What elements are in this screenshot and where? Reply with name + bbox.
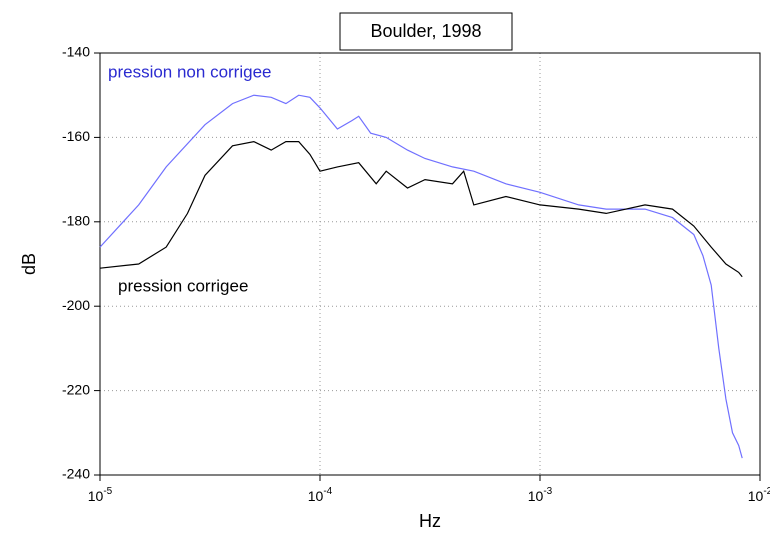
x-tick-exponent: -3	[543, 486, 552, 497]
title-box	[339, 12, 513, 51]
x-tick-base: 10	[308, 488, 324, 504]
x-tick-label: 10-2	[748, 486, 770, 504]
y-axis-label: dB	[19, 253, 39, 275]
annotation: pression corrigee	[118, 276, 248, 295]
y-tick-label: -180	[62, 213, 90, 229]
y-tick-label: -200	[62, 297, 90, 313]
x-tick-label: 10-5	[88, 486, 113, 504]
x-tick-exponent: -2	[763, 486, 770, 497]
x-tick-exponent: -4	[323, 486, 332, 497]
x-tick-label: 10-3	[528, 486, 553, 504]
y-tick-label: -140	[62, 44, 90, 60]
series-line	[99, 140, 743, 278]
x-tick-exponent: -5	[103, 486, 112, 497]
series-line	[99, 94, 743, 459]
x-tick-base: 10	[528, 488, 544, 504]
y-tick-label: -160	[62, 128, 90, 144]
annotation: pression non corrigee	[108, 62, 271, 81]
chart-title: Boulder, 1998	[370, 21, 481, 41]
y-tick-label: -240	[62, 466, 90, 482]
x-tick-base: 10	[748, 488, 764, 504]
plot-frame	[99, 52, 761, 476]
x-axis-label: Hz	[419, 511, 441, 531]
x-tick-label: 10-4	[308, 486, 333, 504]
x-tick-base: 10	[88, 488, 104, 504]
y-tick-label: -220	[62, 381, 90, 397]
